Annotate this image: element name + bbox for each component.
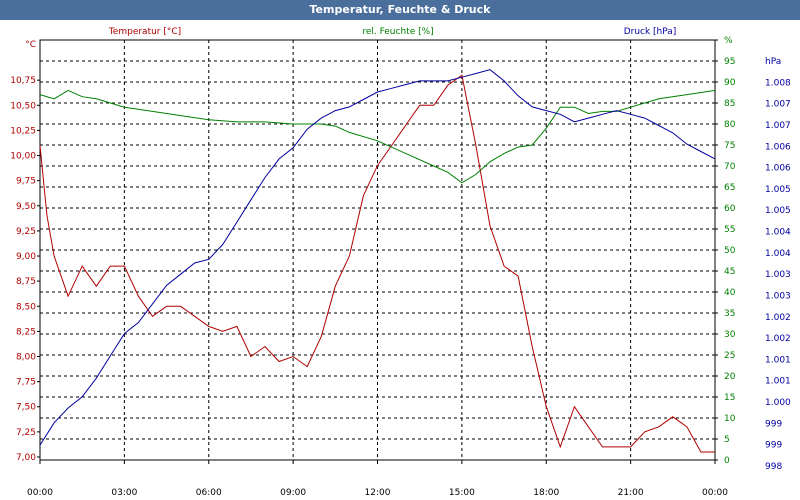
pressure-tick-label: 998 [765, 462, 782, 472]
window-title: Temperatur, Feuchte & Druck [0, 0, 800, 20]
pressure-axis: 998 999 999 1.000 1.001 1.001 1.002 1.002 1.003 1… [765, 57, 791, 472]
pressure-tick-label: 1.003 [765, 270, 791, 280]
humidity-tick-label: 75 [724, 141, 735, 151]
temperature-tick-label: 7,50 [16, 403, 36, 413]
time-tick-label: 09:00 [280, 488, 306, 498]
pressure-tick-label: 1.001 [765, 377, 791, 387]
humidity-tick-label: 55 [724, 225, 735, 235]
humidity-tick-label: 65 [724, 183, 735, 193]
pressure-tick-label: 999 [765, 419, 782, 429]
pressure-tick-label: 1.003 [765, 291, 791, 301]
pressure-tick-label: 1.007 [765, 100, 791, 110]
series-line-temperature [39, 74, 715, 453]
humidity-tick-label: 35 [724, 309, 735, 319]
pressure-tick-label: 1.005 [765, 206, 791, 216]
pressure-tick-label: 1.002 [765, 334, 791, 344]
temperature-tick-label: 9,75 [16, 177, 36, 187]
humidity-tick-label: 80 [724, 120, 736, 130]
series-line-humidity [39, 89, 716, 184]
humidity-tick-label: 10 [724, 414, 736, 424]
humidity-tick-label: 20 [724, 372, 736, 382]
humidity-tick-label: 15 [724, 393, 735, 403]
humidity-tick-label: % [724, 36, 733, 46]
pressure-tick-label: 1.007 [765, 121, 791, 131]
time-tick-label: 18:00 [533, 488, 559, 498]
pressure-tick-label: 1.004 [765, 228, 791, 238]
series-line-pressure [39, 69, 716, 446]
humidity-tick-label: 30 [724, 330, 736, 340]
temperature-tick-label: 7,00 [16, 453, 36, 463]
time-tick-label: 06:00 [196, 488, 222, 498]
pressure-tick-label: 1.008 [765, 78, 791, 88]
temperature-tick-label: 8,25 [16, 327, 36, 337]
temperature-tick-label: 8,75 [16, 277, 36, 287]
temperature-axis-title: Temperatur [°C] [108, 27, 181, 37]
pressure-tick-label: hPa [765, 57, 781, 67]
humidity-tick-label: 50 [724, 246, 736, 256]
time-tick-label: 00:00 [702, 488, 728, 498]
time-axis: 00:0018.12.1903:0018.12.1906:0018.12.190… [27, 460, 728, 498]
temperature-tick-label: 10,25 [10, 126, 36, 136]
time-tick-label: 15:00 [449, 488, 475, 498]
humidity-tick-label: 60 [724, 204, 736, 214]
humidity-tick-label: 5 [724, 435, 730, 445]
time-tick-label: 12:00 [365, 488, 391, 498]
temperature-tick-label: 8,50 [16, 302, 36, 312]
pressure-tick-label: 1.006 [765, 142, 791, 152]
temperature-tick-label: 9,25 [16, 227, 36, 237]
temperature-tick-label: 7,75 [16, 378, 36, 388]
temperature-tick-label: 10,50 [10, 101, 36, 111]
pressure-axis-title: Druck [hPa] [624, 27, 677, 37]
pressure-tick-label: 1.002 [765, 313, 791, 323]
pressure-tick-label: 999 [765, 441, 782, 451]
time-tick-label: 21:00 [618, 488, 644, 498]
temperature-tick-label: 10,00 [10, 152, 36, 162]
humidity-axis: 0 5 10 15 20 25 30 35 40 45 50 55 60 65 70 75 80 85 90 95% [715, 36, 736, 466]
temperature-tick-label: 8,00 [16, 353, 36, 363]
temperature-unit-label: °C [25, 40, 36, 50]
humidity-axis-title: rel. Feuchte [%] [362, 27, 433, 37]
humidity-tick-label: 90 [724, 78, 736, 88]
time-tick-label: 03:00 [111, 488, 137, 498]
pressure-tick-label: 1.000 [765, 398, 791, 408]
humidity-tick-label: 85 [724, 99, 735, 109]
humidity-tick-label: 45 [724, 267, 735, 277]
humidity-tick-label: 25 [724, 351, 735, 361]
temperature-tick-label: 9,50 [16, 202, 36, 212]
line-chart: 7,00 7,25 7,50 7,75 8,00 8,25 8,50 8,75 9,00 9,25… [0, 20, 800, 500]
humidity-tick-label: 95 [724, 57, 735, 67]
humidity-tick-label: 0 [724, 456, 730, 466]
pressure-tick-label: 1.005 [765, 185, 791, 195]
humidity-tick-label: 40 [724, 288, 736, 298]
temperature-tick-label: 7,25 [16, 428, 36, 438]
pressure-tick-label: 1.004 [765, 249, 791, 259]
axis-headers: Temperatur [°C] rel. Feuchte [%] Druck [hP… [108, 27, 676, 37]
temperature-tick-label: 9,00 [16, 252, 36, 262]
temperature-tick-label: 10,75 [10, 76, 36, 86]
series-lines [39, 69, 716, 453]
pressure-tick-label: 1.006 [765, 164, 791, 174]
humidity-tick-label: 70 [724, 162, 736, 172]
temperature-axis: 7,00 7,25 7,50 7,75 8,00 8,25 8,50 8,75 9,00 9,25… [10, 40, 40, 463]
pressure-tick-label: 1.001 [765, 355, 791, 365]
time-tick-label: 00:00 [27, 488, 53, 498]
